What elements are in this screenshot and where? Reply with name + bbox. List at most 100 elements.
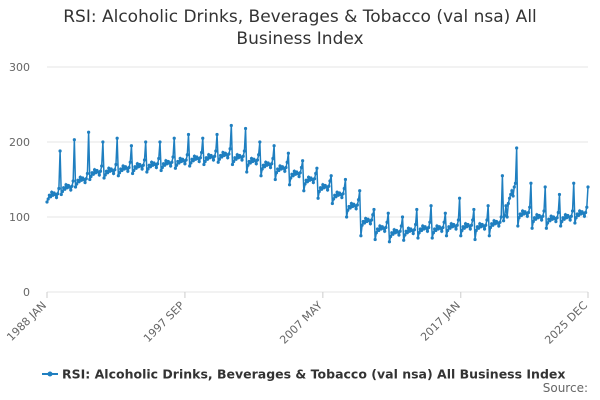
point [370, 218, 374, 222]
point [545, 221, 550, 225]
point [260, 167, 264, 171]
point [255, 158, 260, 162]
point [305, 180, 309, 184]
point [106, 171, 110, 175]
point [473, 237, 477, 242]
point [248, 161, 252, 165]
legend: RSI: Alcoholic Drinks, Beverages & Tobac… [42, 367, 565, 382]
point [171, 155, 175, 159]
point [510, 189, 514, 193]
point [320, 187, 324, 191]
point [91, 172, 95, 176]
point [560, 219, 564, 224]
point [573, 221, 577, 225]
point [242, 149, 246, 153]
point [58, 149, 62, 153]
point [284, 165, 288, 170]
point [531, 219, 535, 224]
y-tick-label: 0 [23, 286, 30, 299]
point [431, 231, 436, 235]
point [354, 207, 358, 211]
point [46, 197, 50, 201]
point [374, 231, 378, 235]
point [127, 165, 131, 170]
point [262, 165, 267, 169]
point [446, 228, 450, 233]
point [177, 161, 181, 165]
point [199, 150, 204, 155]
point [356, 198, 361, 202]
point [413, 222, 418, 227]
point [368, 222, 373, 226]
point [228, 147, 232, 151]
point [83, 180, 87, 185]
point [54, 195, 59, 200]
point [59, 192, 63, 197]
point [155, 162, 160, 166]
point [399, 224, 403, 228]
point [482, 227, 487, 231]
point [258, 140, 262, 144]
point [45, 200, 49, 204]
point [343, 177, 348, 182]
x-tick-label: 2007 MAY [277, 299, 325, 347]
y-tick-label: 200 [9, 136, 30, 149]
point [448, 226, 452, 230]
legend-label: RSI: Alcoholic Drinks, Beverages & Tobac… [62, 367, 565, 382]
point [220, 155, 224, 159]
point [385, 220, 389, 224]
point [355, 203, 359, 207]
point [506, 201, 510, 206]
point [315, 166, 319, 170]
point [457, 196, 462, 200]
point [372, 207, 376, 212]
point [126, 169, 130, 173]
point [507, 196, 512, 200]
point [505, 215, 509, 219]
point [488, 225, 493, 230]
point [586, 185, 590, 189]
source: Source: [543, 381, 588, 395]
point [504, 204, 508, 208]
point [299, 165, 304, 170]
point [254, 162, 258, 166]
point [230, 162, 235, 167]
point [131, 171, 135, 176]
point [229, 123, 233, 128]
point [211, 158, 216, 162]
point [500, 174, 504, 178]
point [554, 219, 558, 224]
point [459, 234, 463, 238]
x-tick-label: 2017 JAN [418, 299, 463, 344]
point [434, 228, 438, 233]
point [146, 167, 150, 171]
point [330, 201, 334, 206]
point [397, 233, 401, 237]
point [384, 225, 388, 230]
point [129, 144, 134, 148]
point [246, 163, 250, 167]
point [140, 167, 144, 171]
point [572, 181, 576, 185]
point [509, 192, 513, 197]
point [540, 218, 544, 222]
point [425, 229, 430, 233]
point [57, 186, 61, 191]
point [111, 171, 116, 176]
point [460, 228, 464, 233]
point [73, 185, 78, 189]
point [116, 174, 120, 178]
y-tick-label: 100 [9, 211, 30, 224]
point [88, 177, 92, 182]
point [141, 163, 145, 167]
point [72, 138, 76, 142]
point [511, 194, 515, 198]
point [346, 208, 350, 212]
point [486, 204, 490, 208]
point [71, 179, 75, 183]
point [383, 229, 387, 233]
point [542, 209, 546, 213]
point [345, 215, 349, 219]
point [85, 171, 90, 176]
